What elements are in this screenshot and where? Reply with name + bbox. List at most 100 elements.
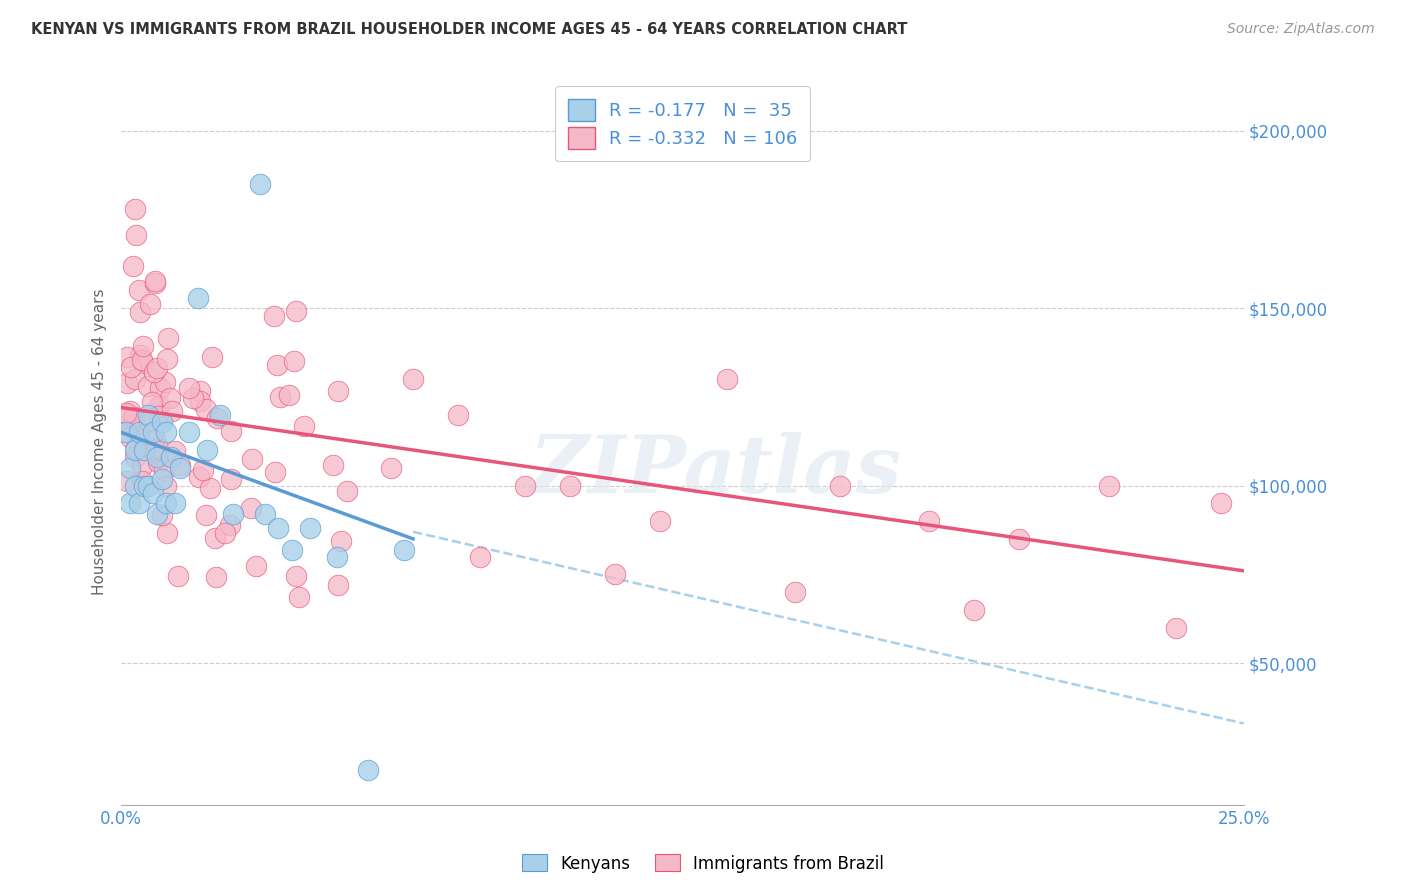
Point xyxy=(284,303,307,318)
Point xyxy=(1008,532,1031,546)
Y-axis label: Householder Income Ages 45 - 64 years: Householder Income Ages 45 - 64 years xyxy=(93,288,107,594)
Point xyxy=(560,478,582,492)
Point xyxy=(142,485,165,500)
Point xyxy=(131,353,153,368)
Point xyxy=(114,425,136,440)
Point xyxy=(146,441,169,455)
Point xyxy=(194,401,217,416)
Point xyxy=(153,463,176,477)
Point xyxy=(115,376,138,391)
Point xyxy=(328,577,350,591)
Point xyxy=(329,533,352,548)
Point xyxy=(128,284,150,298)
Point xyxy=(266,359,288,373)
Point xyxy=(120,360,142,375)
Point xyxy=(201,351,224,365)
Point xyxy=(155,425,177,440)
Point xyxy=(141,395,163,409)
Point xyxy=(188,384,211,398)
Point xyxy=(143,443,166,458)
Point xyxy=(169,461,191,475)
Point xyxy=(155,479,177,493)
Point xyxy=(120,461,142,475)
Point xyxy=(115,475,138,489)
Point xyxy=(118,430,141,444)
Point xyxy=(1166,621,1188,635)
Point xyxy=(136,478,159,492)
Point xyxy=(292,418,315,433)
Point xyxy=(269,390,291,404)
Point xyxy=(195,443,218,458)
Point xyxy=(187,291,209,305)
Point xyxy=(963,603,986,617)
Point xyxy=(143,433,166,447)
Point xyxy=(191,463,214,477)
Text: KENYAN VS IMMIGRANTS FROM BRAZIL HOUSEHOLDER INCOME AGES 45 - 64 YEARS CORRELATI: KENYAN VS IMMIGRANTS FROM BRAZIL HOUSEHO… xyxy=(31,22,907,37)
Point xyxy=(128,348,150,362)
Point xyxy=(124,442,146,456)
Point xyxy=(326,549,349,564)
Point xyxy=(204,570,226,584)
Point xyxy=(828,478,851,492)
Point xyxy=(605,567,627,582)
Point xyxy=(156,352,179,367)
Point xyxy=(136,378,159,392)
Point xyxy=(204,531,226,545)
Text: ZIPatlas: ZIPatlas xyxy=(530,432,903,509)
Point xyxy=(124,202,146,216)
Point xyxy=(156,331,179,345)
Point xyxy=(146,450,169,465)
Point xyxy=(150,415,173,429)
Point xyxy=(159,391,181,405)
Point xyxy=(169,458,191,472)
Point xyxy=(783,585,806,599)
Point xyxy=(131,458,153,473)
Point xyxy=(188,394,211,409)
Point xyxy=(124,372,146,386)
Point xyxy=(264,465,287,479)
Point xyxy=(115,406,138,420)
Point xyxy=(132,478,155,492)
Point xyxy=(188,470,211,484)
Point xyxy=(380,461,402,475)
Point xyxy=(716,372,738,386)
Point xyxy=(165,443,187,458)
Point xyxy=(153,375,176,389)
Point xyxy=(122,419,145,434)
Point xyxy=(128,425,150,440)
Point xyxy=(648,514,671,528)
Point xyxy=(240,451,263,466)
Point xyxy=(132,355,155,369)
Point xyxy=(165,496,187,510)
Point xyxy=(167,568,190,582)
Point xyxy=(177,380,200,394)
Legend: Kenyans, Immigrants from Brazil: Kenyans, Immigrants from Brazil xyxy=(515,847,891,880)
Point xyxy=(177,425,200,440)
Point xyxy=(150,508,173,522)
Point xyxy=(402,372,425,386)
Point xyxy=(156,525,179,540)
Point xyxy=(284,569,307,583)
Point xyxy=(129,304,152,318)
Point xyxy=(131,474,153,488)
Point xyxy=(136,408,159,422)
Point xyxy=(143,273,166,287)
Point xyxy=(128,496,150,510)
Point xyxy=(146,507,169,521)
Point xyxy=(181,392,204,406)
Point xyxy=(198,481,221,495)
Point xyxy=(263,309,285,323)
Point xyxy=(124,443,146,458)
Point xyxy=(139,297,162,311)
Point xyxy=(1098,478,1121,492)
Point xyxy=(336,484,359,499)
Point xyxy=(392,542,415,557)
Point xyxy=(127,428,149,442)
Point xyxy=(120,496,142,510)
Point xyxy=(288,590,311,604)
Point xyxy=(245,559,267,574)
Point xyxy=(515,478,537,492)
Point xyxy=(115,350,138,364)
Point xyxy=(240,500,263,515)
Point xyxy=(470,549,492,564)
